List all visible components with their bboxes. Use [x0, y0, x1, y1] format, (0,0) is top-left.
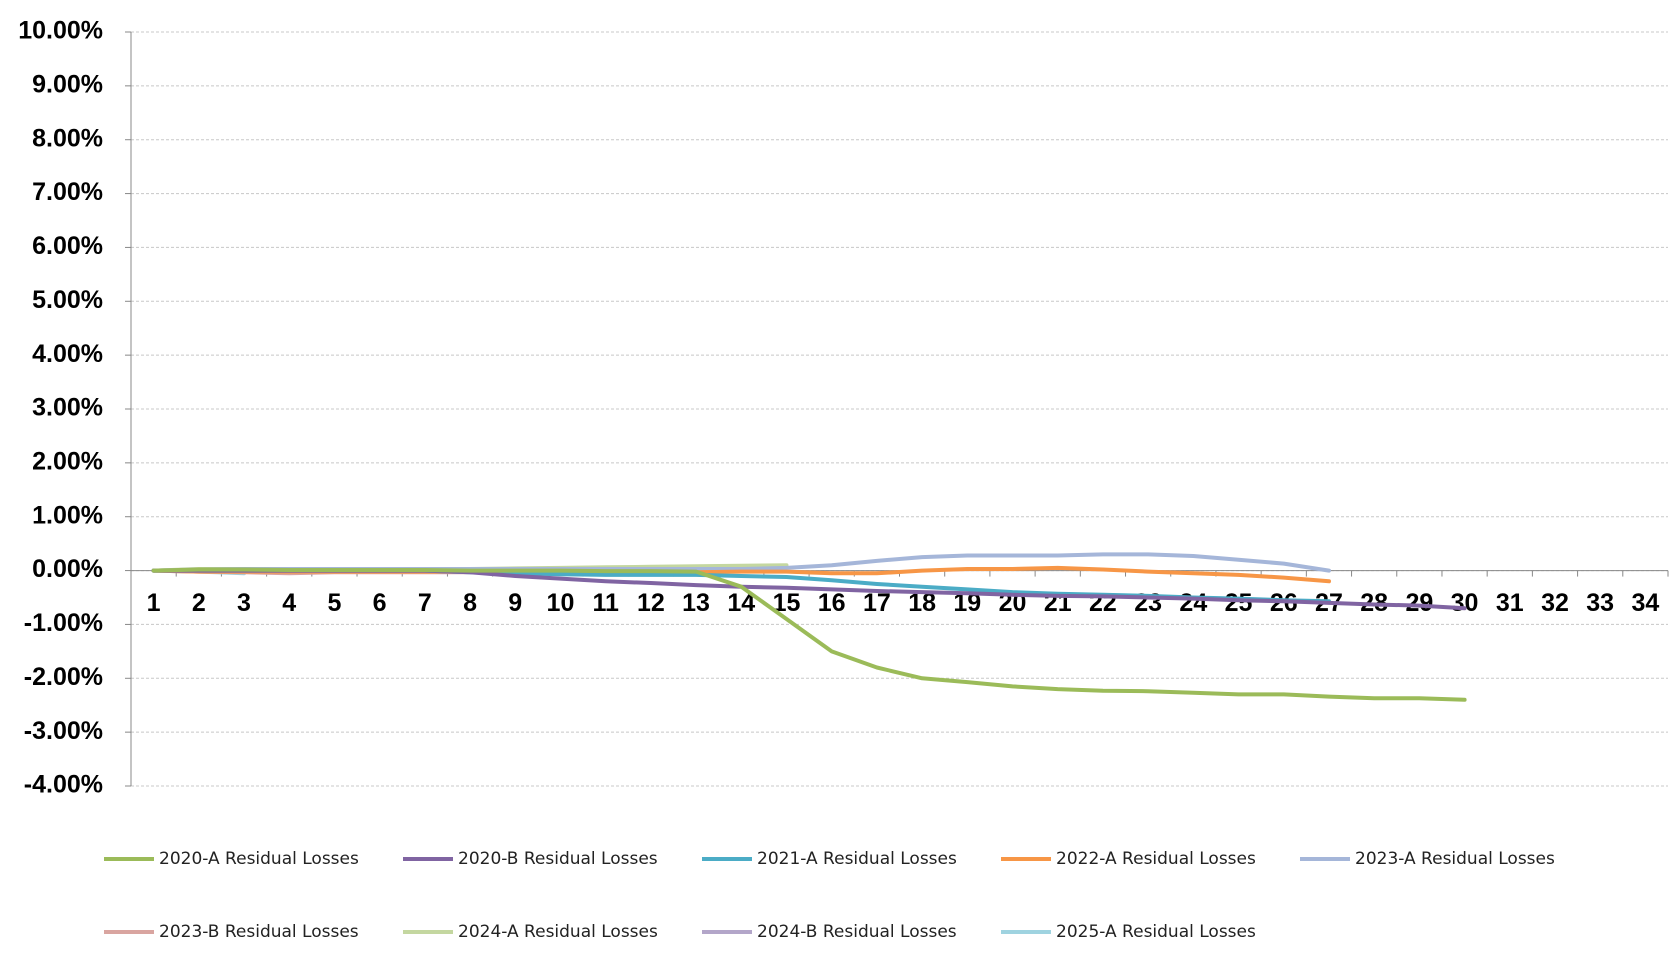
y-tick-label: 4.00%	[32, 340, 103, 368]
x-tick-label: 34	[1631, 589, 1659, 617]
x-tick-label: 31	[1496, 589, 1524, 617]
x-tick-label: 24	[1179, 589, 1207, 617]
y-tick-label: 10.00%	[18, 17, 103, 45]
x-tick-label: 30	[1451, 589, 1479, 617]
y-tick-label: -2.00%	[24, 663, 103, 691]
legend-label: 2020-B Residual Losses	[458, 849, 658, 869]
x-tick-label: 6	[373, 589, 387, 617]
y-tick-label: -3.00%	[24, 717, 103, 745]
x-tick-label: 5	[327, 589, 341, 617]
x-tick-label: 8	[463, 589, 477, 617]
x-tick-label: 2	[192, 589, 206, 617]
x-tick-label: 9	[508, 589, 522, 617]
x-tick-label: 13	[682, 589, 710, 617]
x-tick-label: 10	[547, 589, 575, 617]
y-tick-label: 0.00%	[32, 555, 103, 583]
y-tick-label: 9.00%	[32, 70, 103, 98]
series-line	[151, 567, 1467, 702]
legend-label: 2025-A Residual Losses	[1056, 922, 1256, 942]
legend-label: 2022-A Residual Losses	[1056, 849, 1256, 869]
y-tick-label: 1.00%	[32, 501, 103, 529]
x-tick-label: 3	[237, 589, 251, 617]
x-tick-label: 17	[863, 589, 891, 617]
y-tick-label: 8.00%	[32, 124, 103, 152]
y-tick-label: 3.00%	[32, 394, 103, 422]
y-tick-label: -4.00%	[24, 771, 103, 799]
legend-label: 2021-A Residual Losses	[757, 849, 957, 869]
y-tick-label: 2.00%	[32, 447, 103, 475]
x-tick-label: 32	[1541, 589, 1569, 617]
x-tick-label: 1	[147, 589, 161, 617]
x-tick-label: 11	[592, 589, 619, 617]
legend-label: 2023-B Residual Losses	[159, 922, 359, 942]
legend-label: 2020-A Residual Losses	[159, 849, 359, 869]
x-tick-label: 7	[418, 589, 432, 617]
x-tick-label: 33	[1586, 589, 1614, 617]
y-tick-label: 6.00%	[32, 232, 103, 260]
x-tick-label: 29	[1405, 589, 1433, 617]
x-tick-label: 25	[1225, 589, 1253, 617]
x-tick-label: 12	[637, 589, 665, 617]
legend-label: 2024-A Residual Losses	[458, 922, 658, 942]
y-tick-label: 7.00%	[32, 178, 103, 206]
y-tick-label: 5.00%	[32, 286, 103, 314]
x-tick-label: 23	[1134, 589, 1162, 617]
x-tick-label: 4	[282, 589, 296, 617]
y-tick-label: -1.00%	[24, 609, 103, 637]
legend-label: 2023-A Residual Losses	[1355, 849, 1555, 869]
legend-label: 2024-B Residual Losses	[757, 922, 957, 942]
x-tick-label: 16	[818, 589, 846, 617]
